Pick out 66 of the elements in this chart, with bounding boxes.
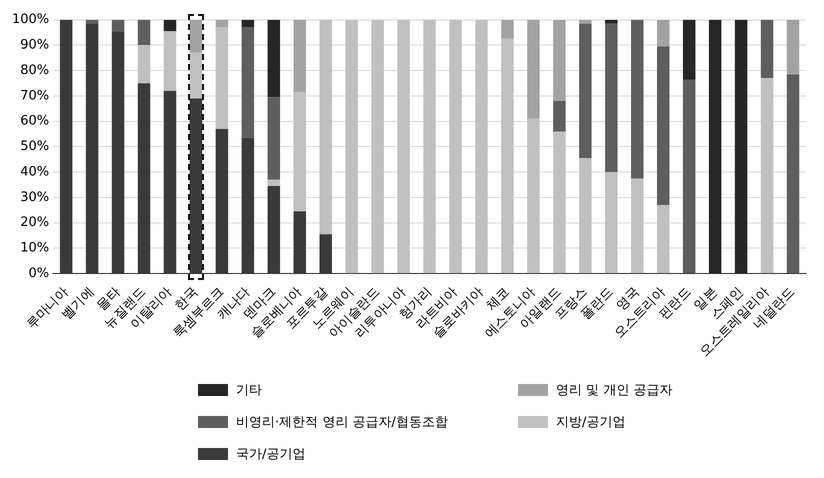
bar <box>579 24 592 158</box>
bar <box>216 20 228 28</box>
bar <box>579 20 592 24</box>
bar <box>86 20 98 24</box>
bar <box>786 20 800 74</box>
bar <box>631 20 644 178</box>
bar <box>656 20 670 46</box>
bar <box>268 20 280 98</box>
bar <box>371 20 384 274</box>
bar <box>760 20 774 78</box>
bar <box>242 27 254 138</box>
bar <box>605 24 618 172</box>
bar <box>708 20 722 274</box>
bar <box>579 158 592 274</box>
bar <box>734 20 748 274</box>
legend-label: 영리 및 개인 공급자 <box>556 382 672 399</box>
bar <box>268 97 280 180</box>
y-tick-label: 70% <box>20 88 50 104</box>
bar <box>164 20 176 32</box>
bar <box>682 79 696 274</box>
bar <box>294 92 306 212</box>
bar <box>760 78 774 274</box>
bar <box>320 20 332 234</box>
y-tick-label: 20% <box>20 215 50 230</box>
bar <box>501 20 514 39</box>
legend-label: 기타 <box>236 382 262 399</box>
bar <box>656 205 670 274</box>
bar <box>190 20 202 53</box>
bar <box>397 20 410 274</box>
bar <box>242 20 254 28</box>
bar <box>786 74 800 274</box>
bar <box>605 20 618 24</box>
legend-label: 지방/공기업 <box>556 414 626 431</box>
bar <box>164 31 176 91</box>
y-tick-label: 10% <box>20 240 50 256</box>
bar <box>138 45 150 84</box>
bar <box>449 20 462 274</box>
legend-label: 국가/공기업 <box>236 446 306 463</box>
y-tick-label: 0% <box>28 266 50 281</box>
bar <box>553 131 566 274</box>
bar <box>553 101 566 132</box>
bar <box>268 180 280 186</box>
y-tick-label: 40% <box>20 164 50 180</box>
bar <box>501 38 514 274</box>
bar <box>527 118 540 274</box>
bar <box>605 172 618 274</box>
bar <box>656 46 670 206</box>
y-tick-label: 80% <box>20 62 50 78</box>
bar <box>216 27 228 129</box>
bar <box>345 20 358 274</box>
bar <box>138 20 150 46</box>
bar <box>475 20 488 274</box>
y-tick-label: 30% <box>20 190 50 205</box>
y-tick-label: 90% <box>20 38 50 53</box>
bar <box>423 20 436 274</box>
bar <box>294 20 306 92</box>
bar <box>527 20 540 119</box>
bar <box>631 178 644 274</box>
bar <box>682 20 696 80</box>
y-tick-label: 50% <box>20 139 50 154</box>
legend-label: 비영리·제한적 영리 공급자/협동조합 <box>236 414 448 431</box>
y-tick-label: 100% <box>12 12 50 28</box>
bar <box>190 52 202 98</box>
y-tick-label: 60% <box>20 114 50 129</box>
bar <box>112 20 124 32</box>
bar <box>553 20 566 102</box>
